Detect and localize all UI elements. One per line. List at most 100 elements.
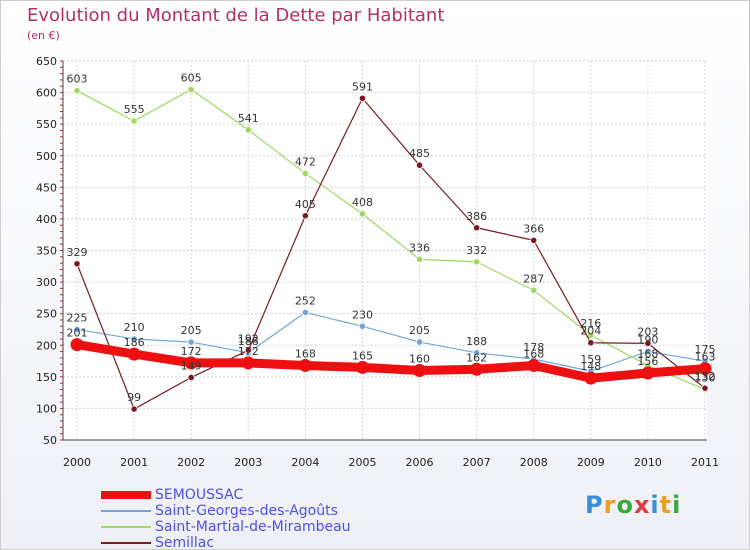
data-label: 485 — [409, 147, 430, 160]
data-label: 201 — [67, 327, 88, 340]
data-point — [413, 364, 427, 378]
data-point — [358, 210, 367, 218]
data-label: 541 — [238, 112, 259, 125]
data-point — [415, 255, 424, 263]
data-point — [698, 362, 712, 376]
legend-swatch — [101, 510, 151, 512]
data-point — [244, 346, 252, 354]
data-point — [244, 126, 252, 134]
data-label: 162 — [466, 351, 487, 364]
proxiti-logo: Proxiti — [585, 491, 681, 519]
data-label: 216 — [580, 317, 601, 330]
x-tick-label: 2008 — [520, 456, 548, 469]
data-point — [130, 335, 138, 343]
data-point — [187, 373, 195, 382]
series-line — [76, 88, 706, 391]
legend-swatch — [101, 491, 151, 499]
logo-letter: P — [585, 491, 604, 519]
legend-label: Semillac — [155, 535, 215, 550]
legend-swatch — [101, 526, 151, 528]
data-label: 168 — [637, 347, 658, 360]
data-point — [530, 286, 538, 294]
data-point — [301, 169, 309, 178]
logo-letter: x — [633, 491, 651, 519]
data-point — [584, 371, 598, 385]
data-label: 165 — [352, 349, 373, 362]
y-tick-label: 300 — [36, 276, 57, 289]
chart-unit: (en €) — [27, 29, 60, 42]
y-tick-label: 650 — [36, 55, 57, 68]
y-tick-label: 500 — [36, 150, 57, 163]
x-tick-label: 2000 — [63, 456, 91, 469]
logo-letter: o — [616, 491, 634, 519]
data-label: 252 — [295, 294, 316, 307]
data-label: 210 — [124, 321, 145, 334]
data-point — [415, 338, 424, 346]
data-point — [241, 356, 255, 370]
data-point — [73, 87, 81, 95]
data-label: 603 — [67, 73, 88, 86]
x-tick-label: 2004 — [291, 456, 319, 469]
y-tick-label: 550 — [36, 118, 57, 131]
legend-label: Saint-Georges-des-Agoûts — [155, 503, 338, 519]
data-point — [73, 325, 81, 334]
data-label: 366 — [523, 222, 544, 235]
data-label: 186 — [124, 336, 145, 349]
logo-letter: r — [603, 491, 617, 519]
data-label: 205 — [409, 324, 430, 337]
data-point — [644, 347, 652, 356]
data-point — [473, 224, 481, 232]
data-point — [473, 349, 481, 357]
data-point — [301, 308, 309, 317]
x-tick-label: 2010 — [634, 456, 662, 469]
data-point — [470, 362, 484, 376]
data-point — [358, 322, 367, 330]
x-tick-label: 2002 — [177, 456, 205, 469]
data-label: 188 — [238, 335, 259, 348]
data-label: 329 — [67, 246, 88, 259]
data-label: 178 — [523, 341, 544, 354]
y-tick-label: 150 — [36, 371, 57, 384]
data-label: 172 — [238, 345, 259, 358]
data-label: 130 — [695, 371, 716, 384]
y-tick-label: 450 — [36, 181, 57, 194]
data-label: 555 — [124, 103, 145, 116]
series-line — [76, 97, 706, 410]
data-label: 336 — [409, 241, 430, 254]
data-label: 190 — [637, 334, 658, 347]
legend-label: Saint-Martial-de-Mirambeau — [155, 519, 351, 535]
y-tick-label: 400 — [36, 213, 57, 226]
data-point — [127, 347, 141, 361]
data-label: 132 — [695, 370, 716, 383]
data-point — [587, 339, 595, 347]
data-label: 591 — [352, 80, 373, 93]
y-tick-label: 350 — [36, 245, 57, 258]
legend-label: SEMOUSSAC — [155, 487, 244, 503]
data-label: 160 — [409, 353, 430, 366]
data-label: 168 — [523, 347, 544, 360]
chart-title: Evolution du Montant de la Dette par Hab… — [27, 5, 445, 26]
data-label: 159 — [580, 353, 601, 366]
logo-letter: t — [659, 491, 673, 519]
data-label: 99 — [127, 391, 141, 404]
data-label: 408 — [352, 196, 373, 209]
data-point — [355, 360, 369, 374]
data-label: 230 — [352, 308, 373, 321]
data-point — [70, 338, 84, 352]
y-tick-label: 200 — [36, 339, 57, 352]
data-point — [358, 94, 367, 102]
data-point — [187, 338, 195, 346]
data-point — [473, 258, 481, 266]
y-tick-label: 250 — [36, 308, 57, 321]
data-label: 332 — [466, 244, 487, 257]
data-label: 605 — [181, 71, 202, 84]
data-label: 204 — [580, 325, 601, 338]
data-point — [587, 331, 595, 339]
data-point — [530, 236, 538, 244]
data-point — [527, 358, 541, 372]
x-tick-label: 2001 — [120, 456, 148, 469]
y-tick-label: 100 — [36, 402, 57, 415]
data-label: 386 — [466, 210, 487, 223]
data-point — [184, 356, 198, 370]
